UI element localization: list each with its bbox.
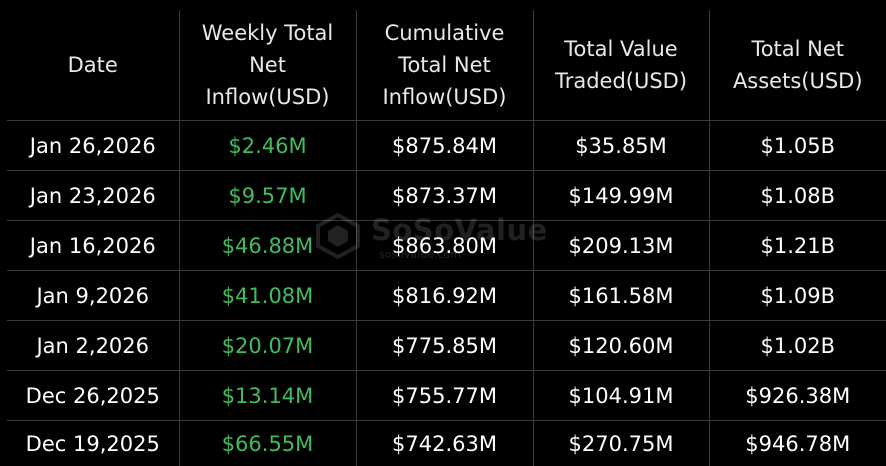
cell-total-net-assets: $1.08B bbox=[709, 171, 886, 221]
cell-cumulative-net-inflow: $863.80M bbox=[356, 221, 533, 271]
table-row: Jan 26,2026 $2.46M $875.84M $35.85M $1.0… bbox=[7, 121, 886, 171]
header-cumulative-net-inflow: Cumulative Total Net Inflow(USD) bbox=[356, 10, 533, 121]
cell-cumulative-net-inflow: $775.85M bbox=[356, 321, 533, 371]
cell-cumulative-net-inflow: $742.63M bbox=[356, 421, 533, 466]
cell-weekly-net-inflow: $13.14M bbox=[179, 371, 356, 421]
table-row: Jan 23,2026 $9.57M $873.37M $149.99M $1.… bbox=[7, 171, 886, 221]
header-weekly-net-inflow: Weekly Total Net Inflow(USD) bbox=[179, 10, 356, 121]
header-line: Total Net bbox=[751, 33, 844, 65]
header-line: Weekly Total bbox=[202, 17, 334, 49]
cell-total-net-assets: $1.05B bbox=[709, 121, 886, 171]
cell-date: Jan 23,2026 bbox=[7, 171, 179, 221]
cell-total-value-traded: $120.60M bbox=[533, 321, 709, 371]
header-total-net-assets: Total Net Assets(USD) bbox=[709, 10, 886, 121]
cell-date: Jan 9,2026 bbox=[7, 271, 179, 321]
cell-cumulative-net-inflow: $875.84M bbox=[356, 121, 533, 171]
cell-cumulative-net-inflow: $873.37M bbox=[356, 171, 533, 221]
cell-total-value-traded: $104.91M bbox=[533, 371, 709, 421]
cell-total-value-traded: $161.58M bbox=[533, 271, 709, 321]
cell-total-net-assets: $1.02B bbox=[709, 321, 886, 371]
table-row: Dec 26,2025 $13.14M $755.77M $104.91M $9… bbox=[7, 371, 886, 421]
cell-date: Jan 26,2026 bbox=[7, 121, 179, 171]
cell-weekly-net-inflow: $46.88M bbox=[179, 221, 356, 271]
header-total-value-traded: Total Value Traded(USD) bbox=[533, 10, 709, 121]
cell-total-net-assets: $926.38M bbox=[709, 371, 886, 421]
cell-weekly-net-inflow: $41.08M bbox=[179, 271, 356, 321]
etf-flows-table: Date Weekly Total Net Inflow(USD) Cumula… bbox=[7, 10, 886, 466]
cell-total-value-traded: $35.85M bbox=[533, 121, 709, 171]
table-row: Dec 19,2025 $66.55M $742.63M $270.75M $9… bbox=[7, 421, 886, 466]
cell-weekly-net-inflow: $2.46M bbox=[179, 121, 356, 171]
header-line: Net bbox=[249, 49, 286, 81]
header-line: Cumulative bbox=[385, 17, 505, 49]
etf-flows-table-container: Date Weekly Total Net Inflow(USD) Cumula… bbox=[7, 10, 886, 464]
header-date: Date bbox=[7, 10, 179, 121]
cell-total-value-traded: $209.13M bbox=[533, 221, 709, 271]
cell-weekly-net-inflow: $66.55M bbox=[179, 421, 356, 466]
header-line: Total Value bbox=[564, 33, 677, 65]
cell-weekly-net-inflow: $20.07M bbox=[179, 321, 356, 371]
table-row: Jan 2,2026 $20.07M $775.85M $120.60M $1.… bbox=[7, 321, 886, 371]
cell-date: Jan 16,2026 bbox=[7, 221, 179, 271]
header-date-label: Date bbox=[68, 49, 118, 81]
header-line: Total Net bbox=[398, 49, 491, 81]
cell-cumulative-net-inflow: $816.92M bbox=[356, 271, 533, 321]
header-line: Inflow(USD) bbox=[382, 81, 506, 113]
cell-date: Jan 2,2026 bbox=[7, 321, 179, 371]
cell-cumulative-net-inflow: $755.77M bbox=[356, 371, 533, 421]
table-row: Jan 16,2026 $46.88M $863.80M $209.13M $1… bbox=[7, 221, 886, 271]
table-row: Jan 9,2026 $41.08M $816.92M $161.58M $1.… bbox=[7, 271, 886, 321]
header-line: Inflow(USD) bbox=[205, 81, 329, 113]
cell-total-net-assets: $1.09B bbox=[709, 271, 886, 321]
cell-weekly-net-inflow: $9.57M bbox=[179, 171, 356, 221]
header-line: Traded(USD) bbox=[555, 65, 687, 97]
cell-total-net-assets: $1.21B bbox=[709, 221, 886, 271]
cell-total-value-traded: $149.99M bbox=[533, 171, 709, 221]
table-header-row: Date Weekly Total Net Inflow(USD) Cumula… bbox=[7, 10, 886, 121]
cell-date: Dec 19,2025 bbox=[7, 421, 179, 466]
header-line: Assets(USD) bbox=[733, 65, 863, 97]
cell-total-net-assets: $946.78M bbox=[709, 421, 886, 466]
cell-date: Dec 26,2025 bbox=[7, 371, 179, 421]
cell-total-value-traded: $270.75M bbox=[533, 421, 709, 466]
